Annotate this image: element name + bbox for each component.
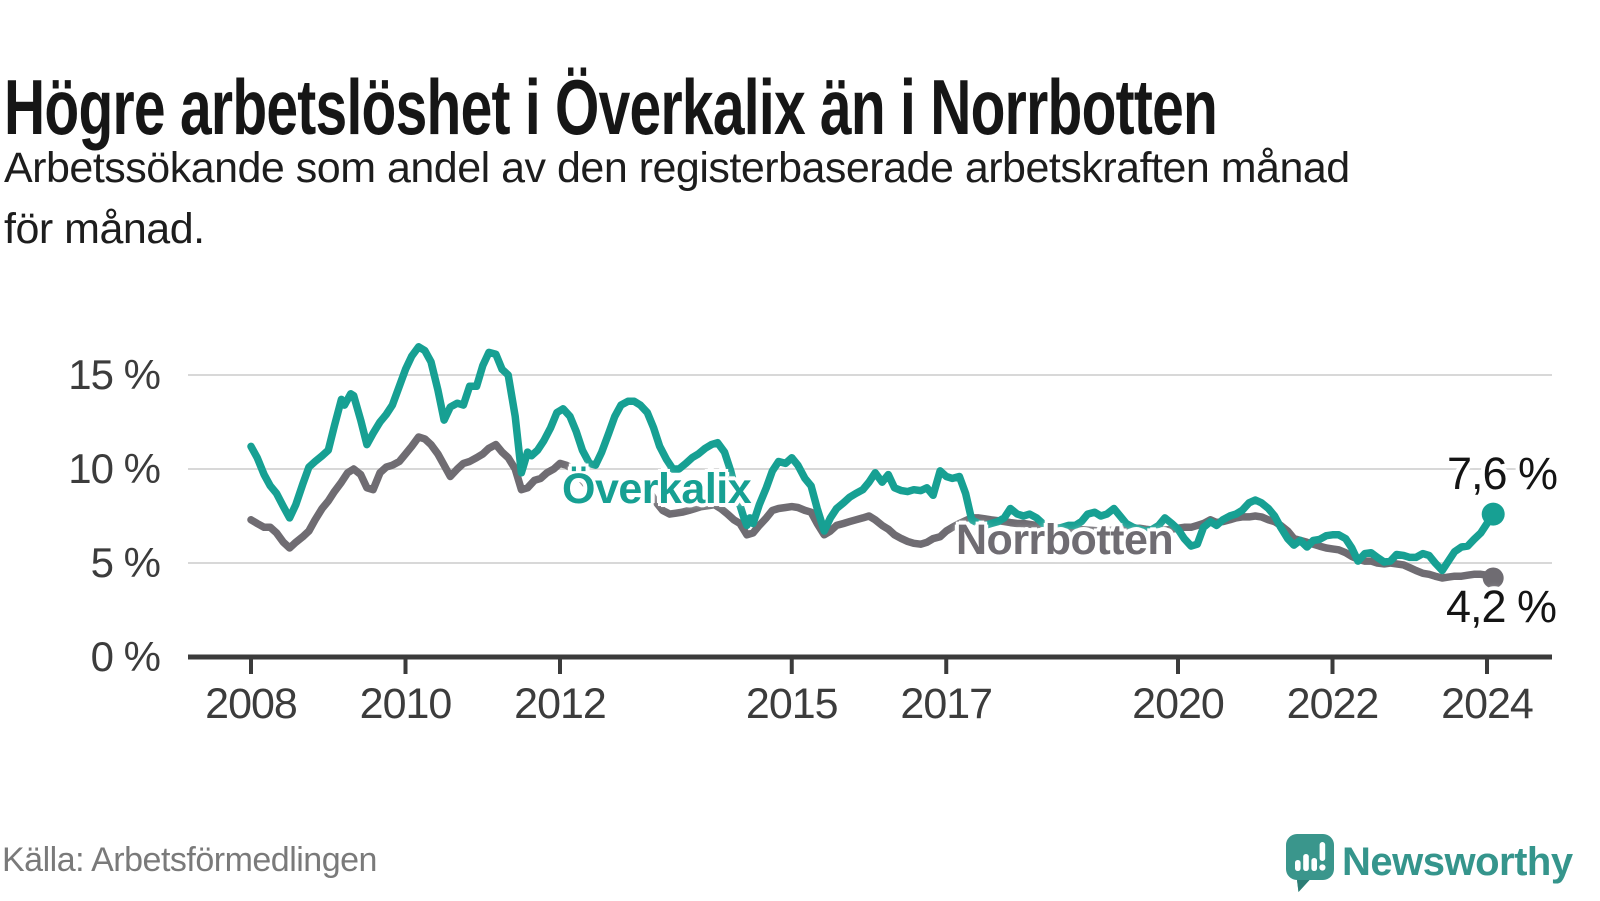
page-subtitle-line: för månad. <box>4 205 205 253</box>
series-end-dot-overkalix <box>1481 502 1505 526</box>
series-end-dot-norrbotten <box>1482 567 1504 589</box>
brand-name: Newsworthy <box>1342 840 1573 884</box>
page-subtitle-line: Arbetssökande som andel av den registerb… <box>4 144 1350 192</box>
source-note: Källa: Arbetsförmedlingen <box>2 841 377 879</box>
page-subtitle: Arbetssökande som andel av den registerb… <box>4 138 1564 260</box>
bar-chart-speech-bubble-icon <box>1286 834 1334 892</box>
page-title: Högre arbetslöshet i Överkalix än i Norr… <box>4 63 1218 152</box>
series-line-overkalix <box>247 343 1497 575</box>
series-line-norrbotten <box>247 433 1497 582</box>
newsworthy-branding: Newsworthy <box>1286 834 1596 898</box>
